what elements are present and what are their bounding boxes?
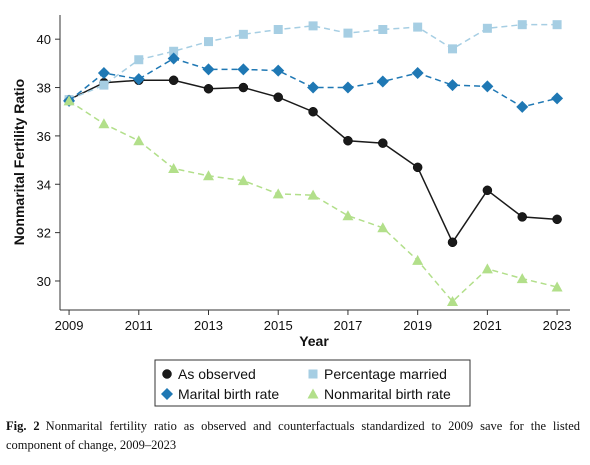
marker — [342, 210, 354, 221]
marker — [516, 100, 529, 113]
marker — [168, 75, 179, 86]
marker — [341, 81, 354, 94]
marker — [133, 135, 145, 146]
marker — [551, 92, 564, 105]
marker — [237, 63, 250, 76]
legend-marker — [308, 369, 318, 379]
marker — [169, 46, 179, 56]
x-tick-label: 2013 — [194, 318, 223, 333]
marker — [377, 222, 389, 233]
y-axis-label: Nonmarital Fertility Ratio — [11, 79, 27, 245]
y-tick-label: 34 — [37, 177, 51, 192]
marker — [238, 82, 249, 93]
marker — [482, 23, 492, 33]
marker — [481, 80, 494, 93]
chart: Nonmarital Fertility Ratio Year 30 32 34 36… — [11, 15, 572, 407]
legend-label: As observed — [178, 366, 256, 382]
x-tick-label: 2017 — [333, 318, 362, 333]
caption-text: Nonmarital fertility ratio as observed a… — [6, 419, 581, 452]
marker — [237, 175, 249, 186]
x-tick-label: 2011 — [125, 318, 153, 333]
caption-label: Fig. 2 — [6, 419, 40, 433]
series-line — [68, 23, 558, 101]
marker — [203, 170, 215, 181]
marker — [376, 75, 389, 88]
marker — [446, 79, 459, 92]
series-line — [68, 79, 558, 244]
legend-marker — [162, 369, 172, 379]
x-tick-label: 2023 — [543, 318, 572, 333]
marker — [516, 273, 528, 284]
marker — [97, 67, 110, 80]
marker — [413, 22, 423, 32]
marker — [307, 81, 320, 94]
legend-marker — [307, 388, 319, 399]
marker — [308, 106, 318, 117]
marker — [272, 64, 285, 77]
marker — [238, 29, 248, 39]
marker — [552, 20, 562, 30]
y-tick-label: 32 — [37, 226, 51, 241]
marker — [134, 55, 144, 65]
marker — [307, 189, 319, 200]
marker — [204, 37, 214, 47]
marker — [448, 44, 458, 54]
x-tick-label: 2021 — [473, 318, 502, 333]
marker — [481, 263, 493, 274]
marker — [308, 21, 318, 31]
x-tick-label: 2009 — [55, 318, 84, 333]
y-tick-label: 36 — [37, 129, 51, 144]
marker — [132, 73, 145, 86]
marker — [202, 63, 215, 76]
x-tick-label: 2015 — [264, 318, 293, 333]
marker — [412, 162, 423, 173]
marker — [378, 138, 388, 148]
marker — [63, 95, 75, 106]
marker — [447, 296, 459, 307]
legend-label: Nonmarital birth rate — [324, 386, 451, 402]
legend-label: Percentage married — [324, 366, 447, 382]
marker — [203, 84, 214, 94]
x-axis-label: Year — [299, 333, 329, 349]
marker — [412, 254, 424, 265]
marker — [482, 185, 493, 196]
series-line — [68, 100, 558, 303]
marker — [343, 135, 353, 146]
marker — [551, 281, 563, 292]
marker — [273, 92, 283, 102]
legend-box — [154, 359, 471, 407]
y-tick-label: 30 — [37, 274, 51, 289]
caption: Fig. 2 Nonmarital fertility ratio as obse… — [6, 417, 580, 455]
legend-marker — [161, 388, 173, 400]
marker — [552, 214, 562, 225]
marker — [273, 25, 283, 35]
y-tick-label: 38 — [37, 81, 51, 96]
marker — [272, 188, 284, 199]
marker — [517, 20, 527, 30]
marker — [378, 25, 388, 35]
marker — [411, 67, 424, 80]
marker — [517, 212, 527, 222]
marker — [447, 237, 458, 248]
marker — [168, 163, 180, 174]
marker — [343, 28, 353, 38]
y-tick-label: 40 — [37, 32, 51, 47]
marker — [167, 52, 180, 65]
marker — [98, 118, 110, 129]
marker — [99, 80, 109, 90]
legend-label: Marital birth rate — [178, 386, 279, 402]
x-tick-label: 2019 — [403, 318, 432, 333]
